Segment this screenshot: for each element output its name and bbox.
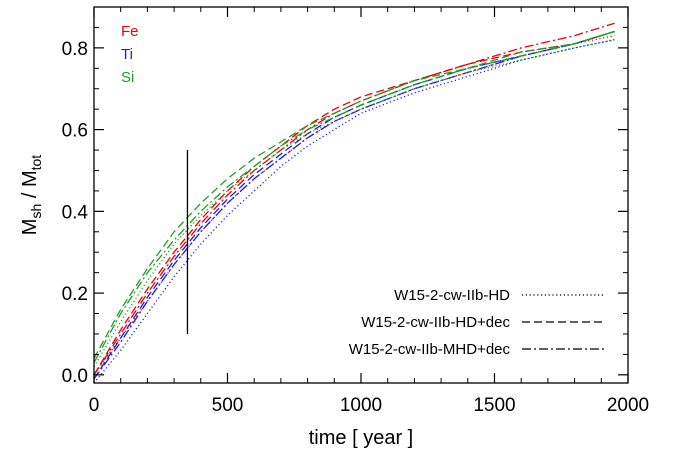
series-line-fe-dashdot: [93, 22, 615, 376]
y-axis-title-mid: / M: [19, 170, 41, 203]
element-labels: Fe Ti Si: [121, 23, 139, 86]
plot-lines: [93, 22, 615, 384]
x-tick-label: 500: [212, 395, 244, 416]
series-line-si-dashdot: [93, 30, 615, 363]
y-axis-title-main: M: [19, 219, 41, 236]
x-tick-label: 1500: [473, 395, 515, 416]
x-tick-label: 0: [89, 395, 100, 416]
series-line-fe-dashed: [93, 30, 615, 376]
y-axis-title-sub2: tot: [28, 155, 44, 171]
series-line-ti-dotted: [93, 39, 615, 384]
legend: W15-2-cw-IIb-HD W15-2-cw-IIb-HD+dec W15-…: [349, 287, 605, 358]
element-label-fe: Fe: [121, 23, 139, 40]
y-tick-label: 0.6: [62, 121, 88, 142]
y-tick-label: 0.0: [62, 366, 88, 387]
ticks: [93, 7, 629, 383]
legend-label-hd-dec: W15-2-cw-IIb-HD+dec: [361, 314, 510, 331]
legend-label-mhd-dec: W15-2-cw-IIb-MHD+dec: [349, 341, 511, 358]
y-tick-label: 0.4: [62, 202, 89, 223]
x-axis-title: time [ year ]: [309, 427, 413, 449]
legend-label-hd: W15-2-cw-IIb-HD: [394, 287, 510, 304]
series-line-ti-dashed: [93, 30, 615, 380]
series-line-si-dotted: [93, 39, 615, 368]
y-axis-title: Msh / Mtot: [19, 155, 44, 235]
element-label-ti: Ti: [121, 46, 133, 63]
element-label-si: Si: [121, 69, 134, 86]
x-tick-label: 1000: [340, 395, 382, 416]
y-tick-label: 0.2: [62, 284, 88, 305]
x-tick-label: 2000: [607, 395, 649, 416]
tick-labels: 0 500 1000 1500 2000 0.0 0.2 0.4 0.6 0.8: [62, 39, 650, 416]
series-line-ti-dashdot: [93, 30, 615, 380]
y-tick-label: 0.8: [62, 39, 88, 60]
y-axis-title-sub1: sh: [28, 204, 44, 219]
series-line-fe-dotted: [93, 34, 615, 376]
series-line-si-dashed: [93, 30, 615, 359]
